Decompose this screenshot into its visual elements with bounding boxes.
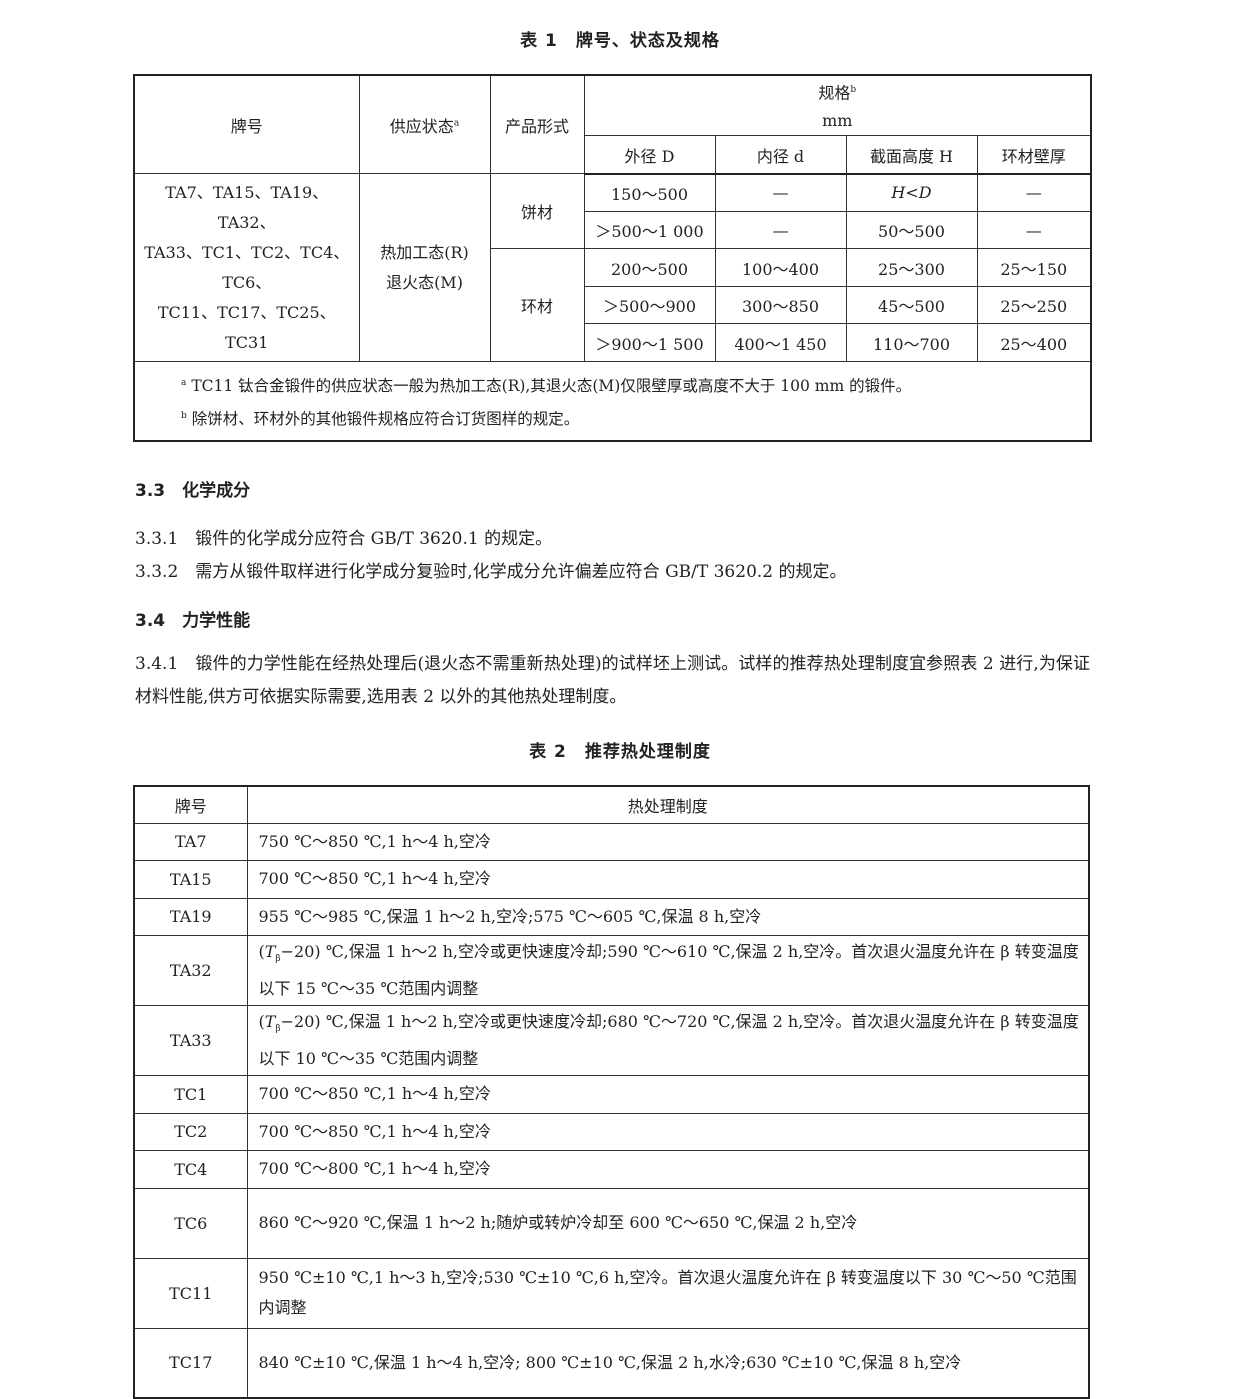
grade-cell: TA32 [133, 935, 248, 1006]
section-3-3-1: 3.3.1 锻件的化学成分应符合 GB/T 3620.1 的规定。 [135, 529, 553, 549]
spec-cell: 25～400 [976, 323, 1092, 362]
spec-cell: 100～400 [714, 248, 847, 287]
spec-cell: 45～500 [845, 285, 978, 325]
table-row: TC17 840 ℃±10 ℃,保温 1 h～4 h,空冷; 800 ℃±10 ℃… [133, 1327, 1090, 1399]
process-cell: 955 ℃～985 ℃,保温 1 h～2 h,空冷;575 ℃～605 ℃,保温… [246, 897, 1090, 936]
spec-cell: 25～300 [845, 248, 978, 287]
spec-cell: ＞500～900 [583, 285, 716, 325]
section-3-3-2: 3.3.2 需方从锻件取样进行化学成分复验时,化学成分允许偏差应符合 GB/T … [135, 562, 847, 582]
spec-cell: 50～500 [845, 210, 978, 250]
spec-cell: 400～1 450 [714, 323, 847, 362]
grade-cell: TA7 [133, 822, 248, 861]
spec-cell: 25～250 [976, 285, 1092, 325]
table-row: 环材 200～500 100～400 25～300 25～150 [134, 248, 1092, 362]
table-2: 牌号 热处理制度 TA7 750 ℃～850 ℃,1 h～4 h,空冷 TA15 70… [133, 785, 1090, 1399]
table-row: TA33 (Tβ−20) ℃,保温 1 h～2 h,空冷或更快速度冷却;680 ℃… [133, 1005, 1090, 1076]
grades-cell: TA7、TA15、TA19、TA32、 TA33、TC1、TC2、TC4、TC6、… [133, 173, 360, 362]
header-form: 产品形式 [489, 74, 585, 175]
header-wall: 环材壁厚 [976, 135, 1092, 175]
spec-cell: — [714, 210, 847, 250]
spec-cell: 110～700 [845, 323, 978, 362]
spec-cell: ＞500～1 000 [583, 210, 716, 250]
form-cell: 环材 [489, 248, 585, 362]
process-cell: 950 ℃±10 ℃,1 h～3 h,空冷;530 ℃±10 ℃,6 h,空冷。… [246, 1257, 1090, 1329]
header-inner: 内径 d [714, 135, 847, 175]
table1-caption: 表 1 牌号、状态及规格 [520, 31, 720, 51]
header-outer: 外径 D [583, 135, 716, 175]
grade-cell: TA19 [133, 897, 248, 936]
table-row: TC11 950 ℃±10 ℃,1 h～3 h,空冷;530 ℃±10 ℃,6 h… [133, 1257, 1090, 1329]
footnote-b: b 除饼材、环材外的其他锻件规格应符合订货图样的规定。 [181, 410, 580, 429]
table-row: ＞500～1 000—50～500— [134, 210, 1092, 250]
grade-cell: TC4 [133, 1150, 248, 1189]
section-3-4-1: 3.4.1 锻件的力学性能在经热处理后(退火态不需重新热处理)的试样坯上测试。试… [135, 654, 1091, 707]
grade-cell: TC6 [133, 1187, 248, 1259]
process-cell: 700 ℃～850 ℃,1 h～4 h,空冷 [246, 1075, 1090, 1114]
spec-cell: H<D [845, 173, 978, 212]
table-row: TA7、TA15、TA19、TA32、 TA33、TC1、TC2、TC4、TC6、… [133, 173, 1092, 362]
process-cell: 840 ℃±10 ℃,保温 1 h～4 h,空冷; 800 ℃±10 ℃,保温 … [246, 1327, 1090, 1399]
header-process: 热处理制度 [246, 785, 1090, 824]
spec-cell: 300～850 [714, 285, 847, 325]
table-row: TC1 700 ℃～850 ℃,1 h～4 h,空冷 [133, 1075, 1090, 1114]
table-1: 牌号 供应状态a 产品形式 规格b mm 外径 D 内径 d 截面高度 H 环材壁… [133, 74, 1093, 443]
process-cell: 860 ℃～920 ℃,保温 1 h～2 h;随炉或转炉冷却至 600 ℃～65… [246, 1187, 1090, 1259]
spec-cell: — [714, 173, 847, 212]
grade-cell: TA33 [133, 1005, 248, 1076]
header-spec: 规格b mm [583, 74, 1092, 137]
table-row: ＞900～1 500 400～1 450 110～700 25～400 [134, 323, 1092, 362]
table2-caption: 表 2 推荐热处理制度 [529, 742, 711, 762]
table-row: TA7 750 ℃～850 ℃,1 h～4 h,空冷 [133, 822, 1090, 861]
spec-cell: ＞900～1 500 [583, 323, 716, 362]
grade-cell: TC17 [133, 1327, 248, 1399]
table-row: ＞500～900 300～850 45～500 25～250 [134, 285, 1092, 325]
spec-cell: 200～500 [583, 248, 716, 287]
spec-cell: 150～500 [583, 173, 716, 212]
grade-cell: TC2 [133, 1112, 248, 1151]
table-row: TC6 860 ℃～920 ℃,保温 1 h～2 h;随炉或转炉冷却至 600 ℃… [133, 1187, 1090, 1259]
process-cell: (Tβ−20) ℃,保温 1 h～2 h,空冷或更快速度冷却;590 ℃～610… [246, 935, 1090, 1006]
process-cell: 700 ℃～850 ℃,1 h～4 h,空冷 [246, 1112, 1090, 1151]
header-height: 截面高度 H [845, 135, 978, 175]
spec-cell: — [976, 210, 1092, 250]
process-cell: (Tβ−20) ℃,保温 1 h～2 h,空冷或更快速度冷却;680 ℃～720… [246, 1005, 1090, 1076]
header-grade: 牌号 [133, 785, 248, 824]
spec-cell: 25～150 [976, 248, 1092, 287]
header-grade: 牌号 [133, 74, 360, 175]
header-state: 供应状态a [358, 74, 491, 175]
process-cell: 700 ℃～850 ℃,1 h～4 h,空冷 [246, 860, 1090, 899]
table-row: TC4 700 ℃～800 ℃,1 h～4 h,空冷 [133, 1150, 1090, 1189]
table-row: TC2 700 ℃～850 ℃,1 h～4 h,空冷 [133, 1112, 1090, 1151]
process-cell: 750 ℃～850 ℃,1 h～4 h,空冷 [246, 822, 1090, 861]
footnote-a: a TC11 钛合金锻件的供应状态一般为热加工态(R),其退火态(M)仅限壁厚或… [181, 376, 912, 395]
grade-cell: TC1 [133, 1075, 248, 1114]
spec-cell: — [976, 173, 1092, 212]
table1-footnotes: a TC11 钛合金锻件的供应状态一般为热加工态(R),其退火态(M)仅限壁厚或… [133, 360, 1092, 442]
grade-cell: TA15 [133, 860, 248, 899]
section-3-3: 3.3 化学成分 [135, 481, 251, 501]
section-3-4: 3.4 力学性能 [135, 611, 251, 631]
table-row: TA15 700 ℃～850 ℃,1 h～4 h,空冷 [133, 860, 1090, 899]
table-row: TA32 (Tβ−20) ℃,保温 1 h～2 h,空冷或更快速度冷却;590 ℃… [133, 935, 1090, 1006]
process-cell: 700 ℃～800 ℃,1 h～4 h,空冷 [246, 1150, 1090, 1189]
form-cell: 饼材 [489, 173, 585, 250]
table-row: TA19 955 ℃～985 ℃,保温 1 h～2 h,空冷;575 ℃～605 … [133, 897, 1090, 936]
state-cell: 热加工态(R) 退火态(M) [358, 173, 491, 362]
grade-cell: TC11 [133, 1257, 248, 1329]
